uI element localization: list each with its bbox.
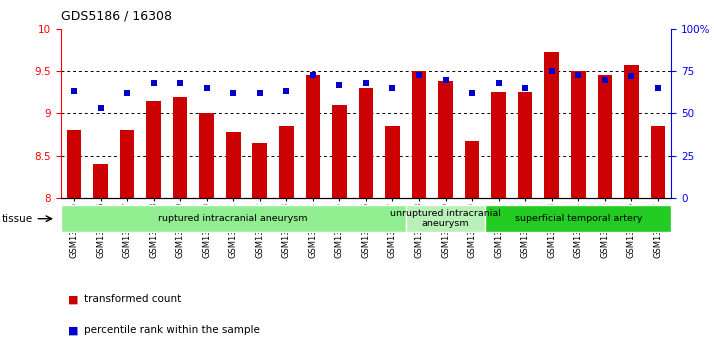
Point	[546, 68, 558, 74]
Bar	[306, 76, 320, 198]
Point	[387, 85, 398, 91]
Point	[573, 72, 584, 78]
Point	[69, 89, 80, 94]
Bar	[518, 92, 533, 198]
Point	[121, 90, 133, 96]
Text: GDS5186 / 16308: GDS5186 / 16308	[61, 9, 171, 22]
Bar	[571, 71, 585, 198]
Point	[254, 90, 266, 96]
Bar	[332, 105, 347, 198]
Text: ■: ■	[68, 325, 79, 335]
Point	[625, 73, 637, 79]
Point	[307, 72, 318, 78]
Text: tissue: tissue	[2, 213, 34, 224]
Point	[440, 77, 451, 82]
Bar	[650, 126, 665, 198]
Bar	[465, 141, 479, 198]
Bar	[94, 164, 108, 198]
Bar	[253, 143, 267, 198]
Point	[201, 85, 212, 91]
Text: transformed count: transformed count	[84, 294, 181, 305]
Bar	[66, 130, 81, 198]
Bar	[173, 97, 188, 198]
Bar	[438, 81, 453, 198]
Point	[493, 80, 504, 86]
Point	[228, 90, 239, 96]
Bar	[61, 205, 406, 232]
Text: ■: ■	[68, 294, 79, 305]
Bar	[385, 126, 400, 198]
Point	[95, 106, 106, 111]
Point	[148, 80, 159, 86]
Bar	[486, 205, 671, 232]
Point	[174, 80, 186, 86]
Bar	[358, 88, 373, 198]
Text: superficial temporal artery: superficial temporal artery	[515, 214, 642, 223]
Point	[333, 82, 345, 87]
Bar	[279, 126, 293, 198]
Bar	[226, 132, 241, 198]
Point	[520, 85, 531, 91]
Bar	[120, 130, 134, 198]
Bar	[406, 205, 486, 232]
Bar	[199, 113, 214, 198]
Point	[652, 85, 663, 91]
Bar	[412, 71, 426, 198]
Bar	[491, 92, 506, 198]
Bar	[598, 76, 612, 198]
Point	[466, 90, 478, 96]
Point	[281, 89, 292, 94]
Bar	[544, 52, 559, 198]
Point	[599, 77, 610, 82]
Text: unruptured intracranial
aneurysm: unruptured intracranial aneurysm	[390, 209, 501, 228]
Text: percentile rank within the sample: percentile rank within the sample	[84, 325, 260, 335]
Text: ruptured intracranial aneurysm: ruptured intracranial aneurysm	[159, 214, 308, 223]
Bar	[146, 101, 161, 198]
Point	[413, 72, 425, 78]
Point	[360, 80, 371, 86]
Bar	[624, 65, 638, 198]
